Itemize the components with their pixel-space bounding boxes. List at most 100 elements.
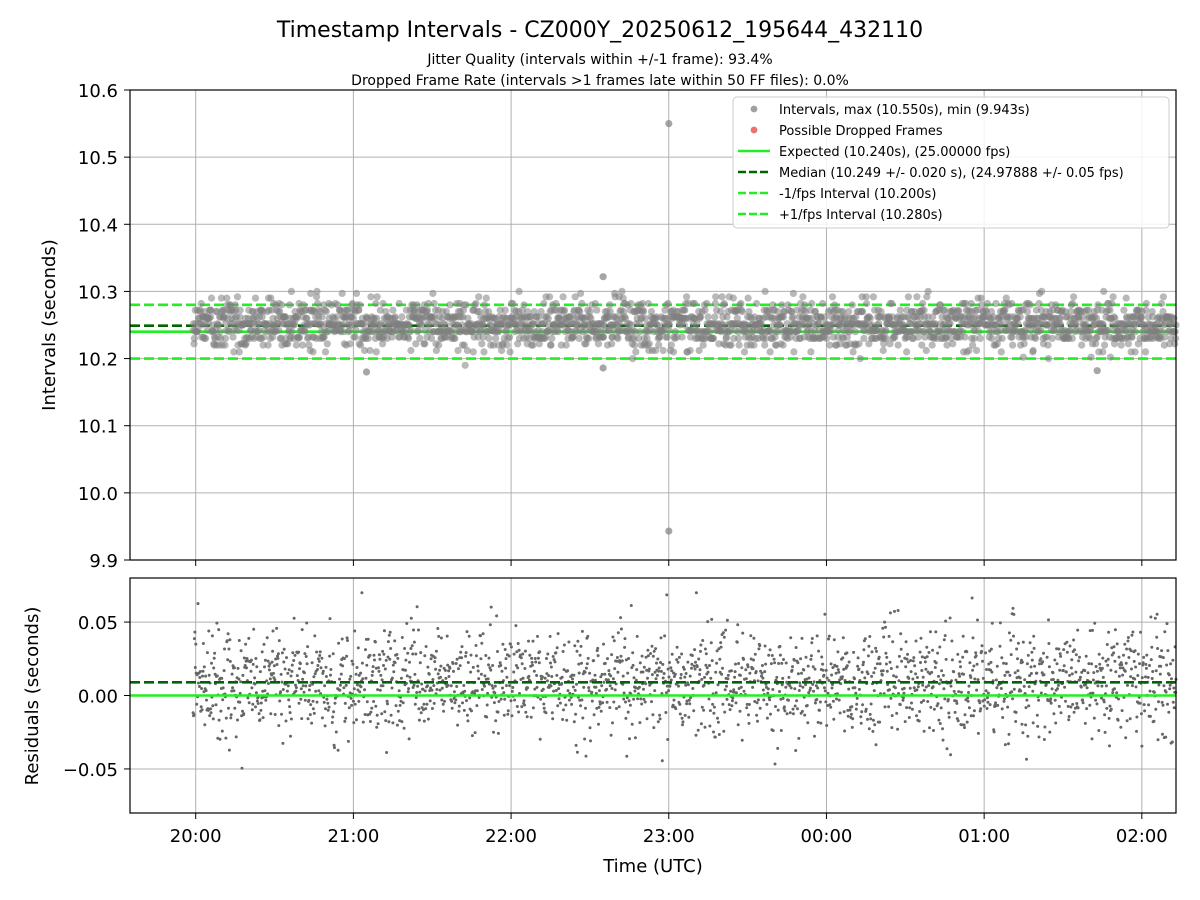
residual-point	[1081, 698, 1085, 702]
residual-point	[206, 708, 210, 712]
residual-point	[797, 689, 801, 692]
residual-point	[807, 676, 811, 680]
interval-point	[1158, 328, 1166, 336]
residual-point	[971, 668, 975, 672]
interval-point	[295, 333, 304, 341]
residual-point	[784, 685, 788, 689]
residual-point	[734, 691, 738, 695]
residual-point	[432, 701, 436, 705]
residual-point	[319, 666, 323, 670]
residual-point	[1124, 736, 1128, 740]
residual-point	[1073, 648, 1076, 652]
interval-point	[997, 348, 1005, 356]
interval-point	[552, 299, 560, 308]
interval-point	[678, 333, 686, 341]
interval-point	[712, 293, 720, 301]
residual-point	[889, 696, 893, 700]
interval-point	[630, 341, 639, 349]
residual-point	[231, 686, 235, 690]
interval-point	[594, 340, 603, 348]
interval-outlier-point	[599, 273, 607, 281]
residual-point	[382, 652, 386, 656]
interval-point	[821, 313, 829, 321]
residual-point	[417, 718, 421, 722]
residual-point	[638, 721, 642, 725]
residual-point	[417, 628, 420, 632]
residual-point	[1161, 656, 1165, 660]
residual-point	[276, 654, 279, 658]
residual-point	[900, 659, 904, 663]
residual-point	[1074, 653, 1078, 657]
residual-point	[1035, 713, 1039, 717]
residual-point	[1087, 662, 1091, 666]
residual-point	[1165, 622, 1169, 626]
residual-point	[554, 689, 558, 692]
residual-point	[487, 663, 490, 667]
residual-point	[835, 664, 839, 668]
residual-point	[689, 696, 693, 700]
interval-point	[1099, 348, 1107, 356]
residual-point	[1052, 712, 1056, 716]
residual-point	[688, 674, 692, 678]
residual-point	[1172, 686, 1176, 690]
residual-point	[609, 733, 613, 737]
residual-point	[214, 703, 218, 707]
residual-point	[580, 629, 584, 633]
interval-point	[305, 341, 313, 349]
interval-point	[367, 293, 375, 301]
residual-point	[465, 630, 469, 634]
residual-point	[305, 662, 309, 666]
residual-point	[656, 720, 660, 724]
residual-point	[703, 647, 707, 651]
interval-point	[405, 334, 413, 342]
residual-point	[273, 713, 277, 716]
residual-point	[870, 650, 874, 654]
residual-point	[1097, 652, 1101, 656]
interval-point	[1092, 340, 1100, 348]
residual-point	[282, 647, 286, 651]
residual-point	[767, 653, 771, 657]
residual-point	[828, 703, 832, 707]
residual-point	[1106, 657, 1110, 661]
residual-point	[494, 719, 498, 723]
residual-point	[393, 661, 397, 665]
residual-point	[306, 717, 310, 721]
residual-point	[701, 639, 705, 642]
interval-point	[255, 320, 263, 328]
interval-point	[264, 341, 272, 349]
interval-point	[352, 326, 360, 334]
residual-point	[796, 661, 800, 665]
residual-point	[945, 747, 949, 751]
residual-point	[679, 673, 683, 676]
residual-point	[636, 697, 640, 701]
residual-point	[204, 689, 208, 693]
residual-point	[332, 710, 336, 714]
interval-point	[423, 306, 432, 314]
residual-point	[327, 705, 331, 709]
residual-point	[527, 639, 530, 643]
interval-point	[361, 346, 369, 355]
residual-point	[239, 649, 243, 653]
residual-point	[981, 676, 985, 680]
interval-point	[1014, 320, 1022, 328]
residual-point	[1009, 653, 1013, 657]
residual-point	[427, 672, 431, 676]
residual-point	[921, 675, 925, 679]
interval-outlier-point	[665, 120, 673, 128]
residual-point	[336, 748, 340, 752]
residual-point	[409, 647, 413, 650]
residual-point	[398, 719, 402, 723]
residual-point	[331, 652, 335, 656]
legend-label-1: Possible Dropped Frames	[779, 124, 943, 139]
interval-point	[1001, 306, 1009, 314]
residual-point	[1107, 716, 1111, 720]
residual-point	[661, 676, 665, 680]
interval-point	[233, 293, 242, 301]
interval-point	[1008, 333, 1016, 341]
legend-label-3: Median (10.249 +/- 0.020 s), (24.97888 +…	[779, 166, 1124, 181]
residual-point	[485, 715, 489, 719]
residual-point	[1047, 665, 1051, 669]
residual-point	[773, 762, 777, 766]
residual-point	[519, 678, 523, 681]
interval-point	[819, 299, 827, 308]
